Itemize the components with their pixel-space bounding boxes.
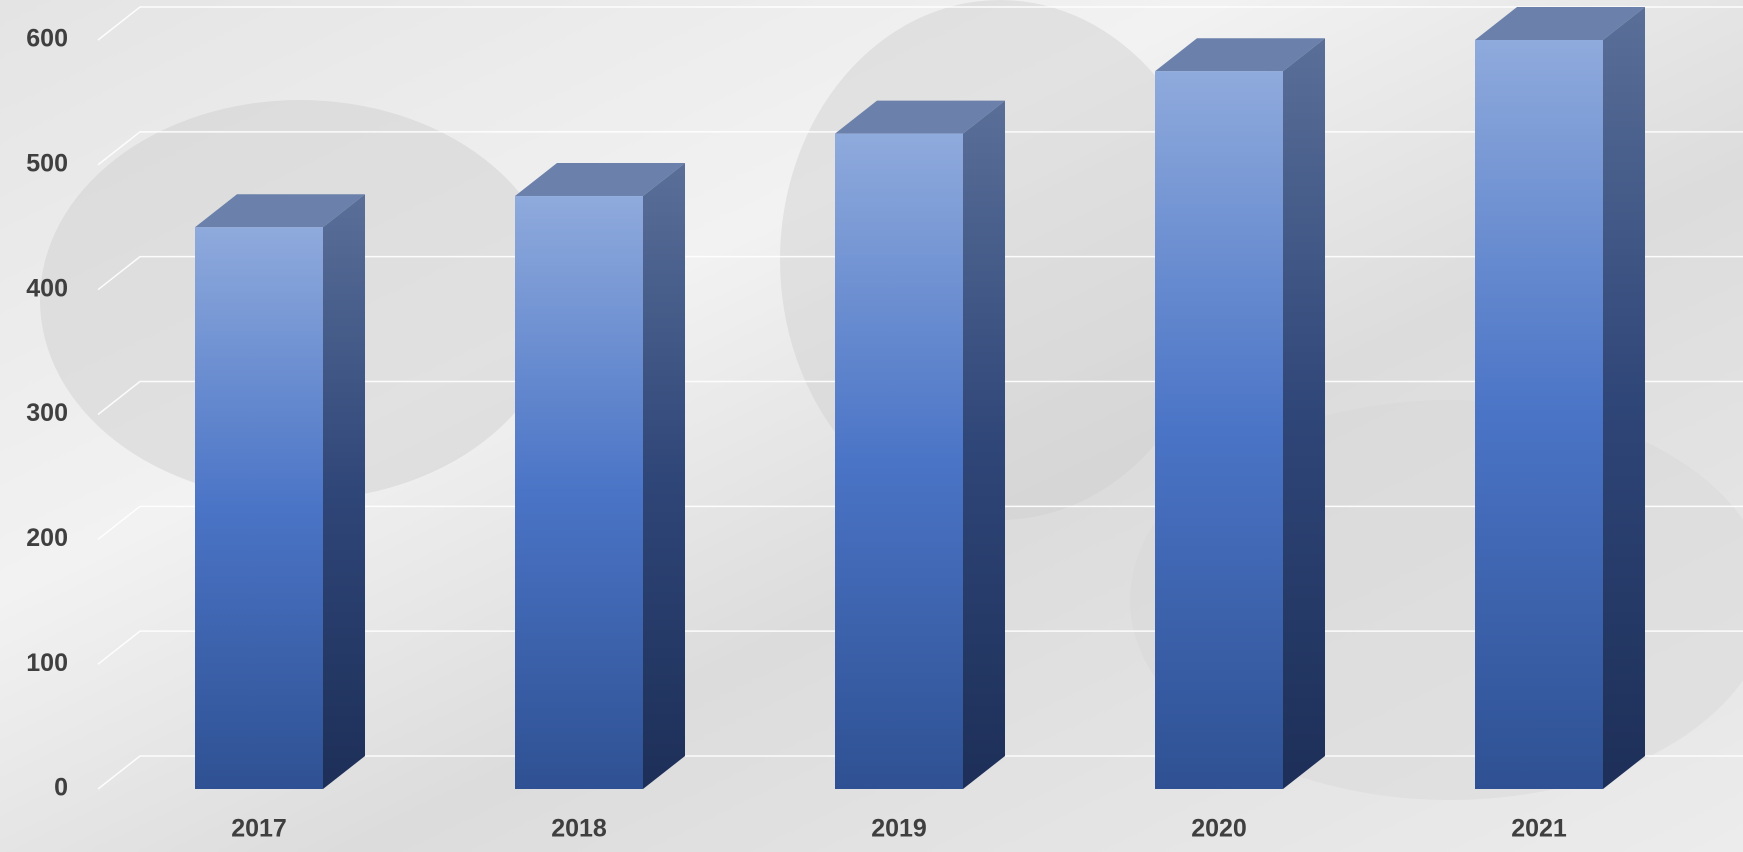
grid-line (97, 6, 1743, 41)
y-tick-label: 400 (26, 274, 68, 302)
bar-side (323, 194, 365, 789)
x-tick-label: 2021 (1511, 815, 1567, 843)
bar-side (643, 163, 685, 789)
y-tick-label: 0 (54, 774, 68, 802)
y-tick-label: 600 (26, 25, 68, 53)
bar-top (195, 194, 365, 228)
bar (1155, 71, 1283, 790)
bar-top (1475, 7, 1645, 40)
bar-side (1283, 38, 1325, 790)
y-tick-label: 200 (26, 524, 68, 552)
y-tick-label: 500 (26, 149, 68, 177)
y-tick-label: 300 (26, 399, 68, 427)
x-tick-label: 2020 (1191, 815, 1247, 843)
bar-top (515, 163, 685, 197)
bar-top (1155, 38, 1325, 72)
bar (835, 133, 963, 789)
bar-top (835, 100, 1005, 134)
bar-side (963, 100, 1005, 789)
x-tick-label: 2018 (551, 815, 607, 843)
x-tick-label: 2017 (231, 815, 287, 843)
x-tick-label: 2019 (871, 815, 927, 843)
bar (515, 196, 643, 789)
bar (195, 227, 323, 789)
bar (1475, 40, 1603, 789)
y-tick-label: 100 (26, 649, 68, 677)
bar-side (1603, 7, 1645, 789)
